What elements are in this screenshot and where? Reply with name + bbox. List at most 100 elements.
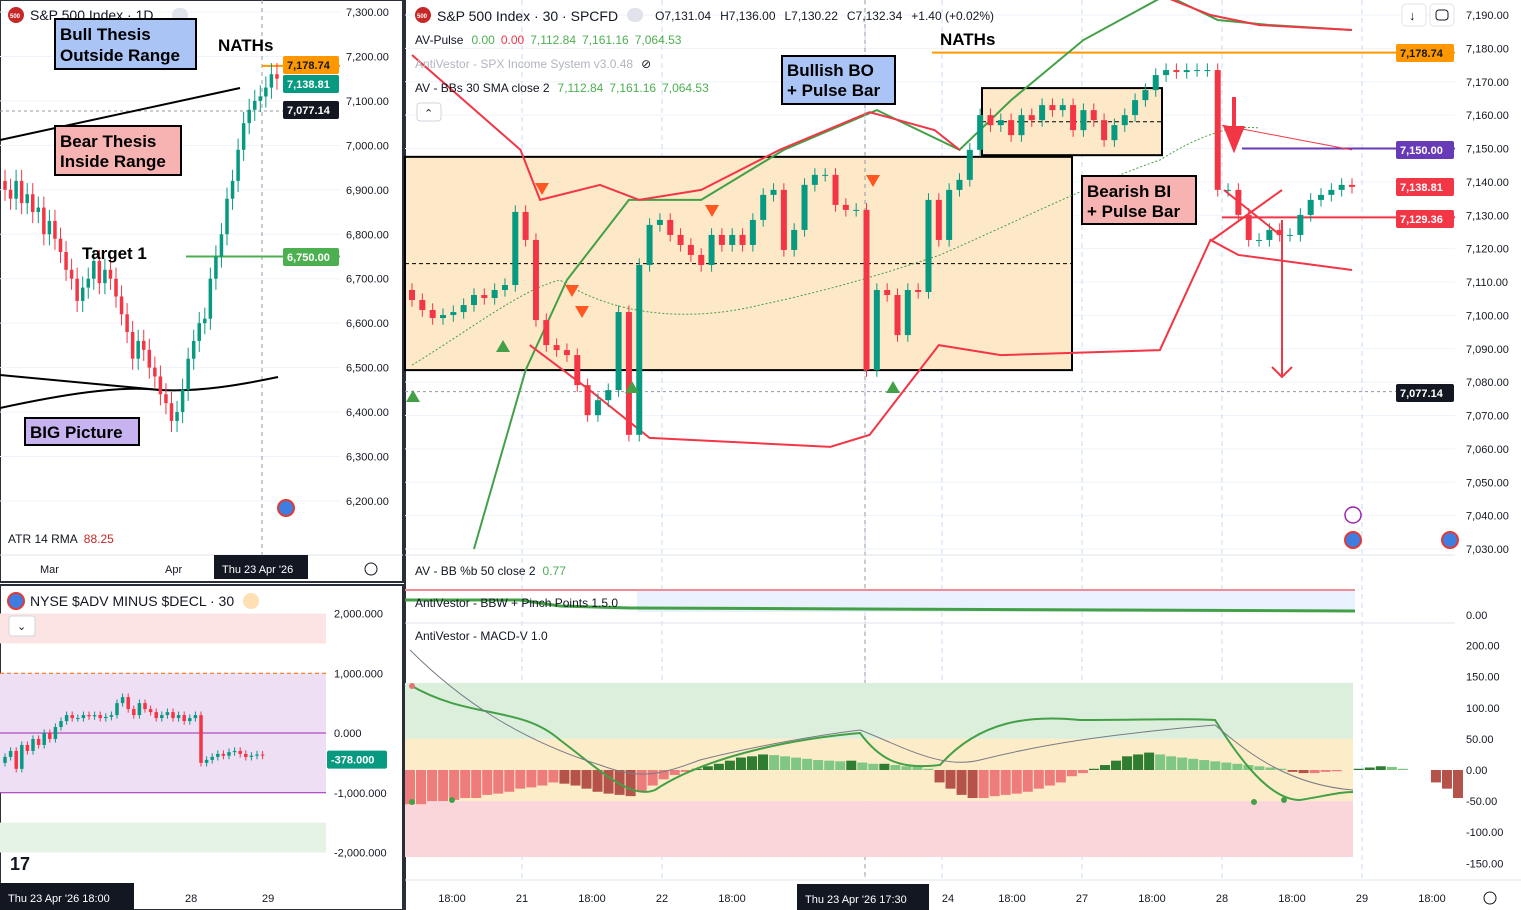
- candle: [1297, 214, 1304, 235]
- candle: [791, 229, 798, 250]
- macd-histogram-bar: [658, 770, 669, 780]
- candle: [532, 239, 539, 321]
- bull-thesis-line2: Outside Range: [60, 46, 180, 65]
- price-tag-label: 7,150.00: [1400, 145, 1443, 157]
- us-flag-event-icon[interactable]: [1441, 531, 1459, 549]
- macd-histogram-bar: [504, 770, 515, 792]
- price-axis-label: 7,140.00: [1466, 177, 1509, 189]
- candle: [594, 400, 601, 416]
- candle: [48, 733, 52, 739]
- candle: [1245, 214, 1252, 240]
- price-tag-label: -378.000: [331, 755, 374, 767]
- bullish-bo-line2: + Pulse Bar: [787, 81, 880, 100]
- macd-histogram-bar: [1022, 770, 1033, 792]
- us-flag-event-icon[interactable]: [1344, 531, 1362, 549]
- settings-icon[interactable]: [364, 562, 378, 576]
- indicator-value: 7,064.53: [662, 81, 709, 95]
- macd-histogram-bar: [1033, 770, 1044, 789]
- pb-indicator-name: AV - BB %b 50 close 2: [415, 564, 536, 578]
- macd-histogram-bar: [438, 770, 449, 802]
- bear-thesis-box: [54, 125, 182, 176]
- price-axis-label: 0.000: [334, 728, 362, 740]
- price-axis-label: 1,000.000: [334, 668, 383, 680]
- macd-histogram-bar: [471, 770, 482, 798]
- macd-histogram-bar: [1199, 760, 1210, 770]
- ohlc-change: +1.40 (+0.02%): [911, 9, 994, 23]
- candle: [615, 312, 622, 391]
- candle: [770, 189, 777, 195]
- macd-cross-dot: [409, 683, 415, 689]
- price-tag: [1396, 44, 1454, 62]
- time-axis-label: 18:00: [1278, 893, 1306, 905]
- big-picture-label: BIG Picture: [30, 423, 123, 442]
- price-axis-label: 6,300.00: [346, 452, 389, 464]
- candle: [247, 109, 251, 124]
- indicator-name: AntiVestor - SPX Income System v3.0.48: [415, 57, 633, 71]
- chevron-up-icon: ⌃: [424, 108, 433, 120]
- hidden-eye-icon[interactable]: ⊘: [641, 57, 651, 71]
- price-tag-label: 7,077.14: [287, 105, 331, 117]
- price-tag-label: 7,077.14: [1400, 388, 1444, 400]
- candle: [148, 709, 153, 713]
- price-tag: [283, 56, 339, 74]
- left-naths-label: NATHs: [218, 36, 273, 55]
- macd-histogram-bar: [482, 770, 493, 795]
- price-axis-label: 7,300.00: [346, 7, 389, 19]
- candle: [884, 290, 891, 296]
- macd-histogram-bar: [460, 770, 471, 798]
- main-time-axis[interactable]: 18:00 21 18:00 22 18:00 24 18:00 27 18:00 28 18:00…: [438, 893, 1446, 905]
- sp500-logo-icon: [8, 7, 24, 23]
- price-tag: [1396, 210, 1454, 228]
- candle: [1049, 105, 1056, 111]
- price-tag-label: 7,178.74: [287, 60, 331, 72]
- candle: [227, 752, 231, 756]
- macd-histogram-bar: [1254, 766, 1265, 770]
- candle: [966, 149, 973, 180]
- bullish-bo-box: [781, 55, 896, 105]
- candle: [1214, 70, 1221, 190]
- macd-histogram-bar: [967, 770, 978, 798]
- us-flag-event-icon[interactable]: [277, 499, 295, 517]
- macd-histogram-bar: [1066, 770, 1077, 777]
- left-daily-chart[interactable]: 7,300.00 7,200.00 7,100.00 7,000.00 6,900.00…: [0, 0, 389, 555]
- settings-icon[interactable]: [1483, 891, 1497, 905]
- big-picture-box: [24, 417, 140, 446]
- macd-panel[interactable]: 200.00 150.00 100.00 50.00 0.00 -50.00 -100.00…: [405, 641, 1503, 871]
- pulse-upper-line: [411, 54, 961, 202]
- collapse-legend-button[interactable]: [8, 615, 36, 637]
- time-axis-label: 28: [1216, 893, 1228, 905]
- scroll-to-latest-button[interactable]: [1401, 3, 1427, 27]
- candle: [143, 703, 147, 710]
- candle: [132, 709, 136, 716]
- bull-thesis-line1: Bull Thesis: [60, 25, 151, 44]
- macd-histogram-bar: [901, 766, 912, 770]
- indicator-value: 0.00: [501, 33, 525, 47]
- lightning-alert-icon[interactable]: [1344, 506, 1362, 524]
- ohlc-low: L7,130.22: [785, 9, 839, 23]
- main-chart-title: S&P 500 Index · 30 · SPCFD: [437, 8, 618, 24]
- main-minimize-icon[interactable]: [627, 8, 644, 22]
- candle: [1018, 115, 1025, 136]
- candle: [197, 323, 201, 341]
- candle: [25, 744, 30, 751]
- adv-decl-chart[interactable]: 2,000.000 1,000.000 0.000 -1,000.000 -2,000.…: [0, 609, 387, 860]
- candle: [1318, 194, 1325, 200]
- fullscreen-button[interactable]: [1429, 3, 1455, 27]
- candle: [219, 234, 224, 257]
- candle: [188, 718, 192, 722]
- macd-histogram-bar: [835, 761, 846, 770]
- macd-histogram-bar: [614, 770, 625, 795]
- collapse-legend-button[interactable]: [416, 102, 442, 122]
- candle: [244, 753, 248, 757]
- price-axis-label: 7,120.00: [1466, 244, 1509, 256]
- bearish-arrow-icon: [1223, 97, 1245, 154]
- candle: [667, 219, 674, 235]
- candle: [253, 100, 257, 110]
- macd-histogram-bar: [1177, 757, 1188, 770]
- main-chart[interactable]: 7,190.00 7,180.00 7,170.00 7,160.00 7,150.00…: [404, 0, 1509, 880]
- time-axis-label: 24: [942, 893, 954, 905]
- price-axis-label: 7,160.00: [1466, 110, 1509, 122]
- macd-axis-label: -150.00: [1466, 858, 1503, 870]
- price-axis-label: 7,150.00: [1466, 144, 1509, 156]
